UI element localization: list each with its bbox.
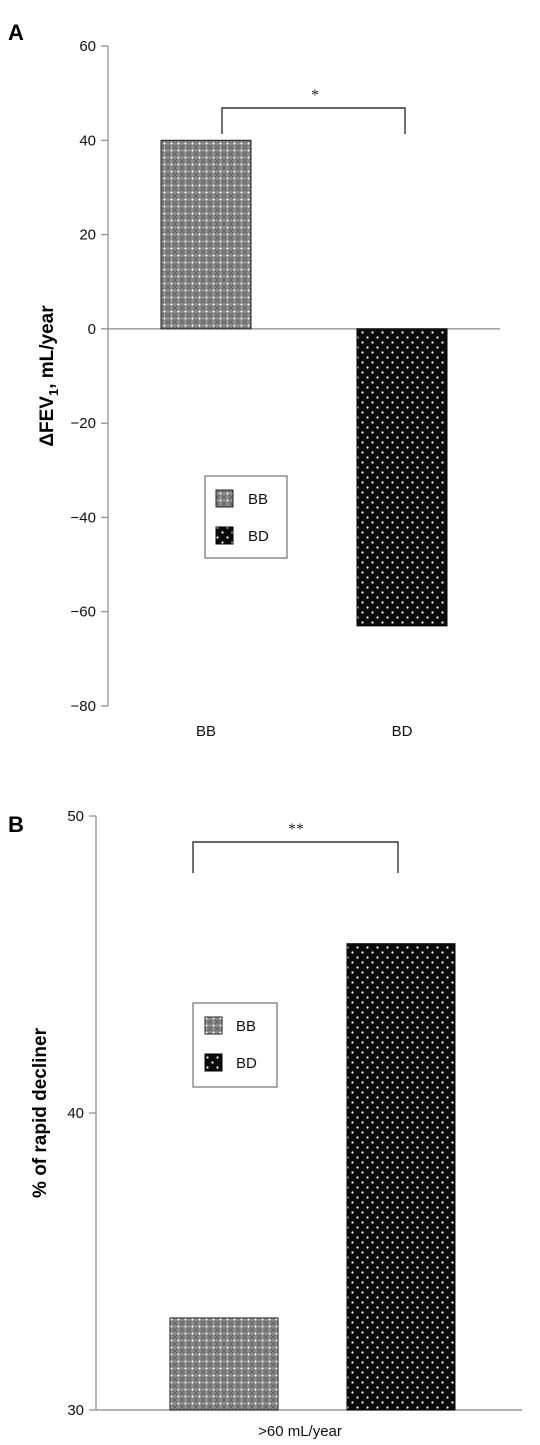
panel-a-legend: BB BD bbox=[204, 475, 288, 559]
panel-a-significance-bracket bbox=[221, 107, 406, 134]
panel-a-y-tick-label: 20 bbox=[79, 227, 96, 244]
panel-a-category-bb: BB bbox=[196, 723, 216, 740]
panel-b-y-axis-label: % of rapid decliner bbox=[30, 1027, 51, 1198]
panel-a-letter: A bbox=[8, 20, 24, 45]
panel-a-y-tick-label: −80 bbox=[71, 698, 96, 715]
panel-a-y-tick-label: 0 bbox=[88, 321, 96, 338]
panel-a: A 60 40 20 0 −20 −40 −60 −80 BB BD * ΔFEV1, mL/… bbox=[8, 20, 500, 740]
panel-b-y-ticks: 50 40 30 bbox=[67, 808, 96, 1419]
panel-a-y-ticks: 60 40 20 0 −20 −40 −60 −80 bbox=[71, 38, 108, 715]
panel-a-ylabel-main: ΔFEV bbox=[37, 396, 58, 447]
panel-a-legend-label-bd: BD bbox=[248, 528, 269, 545]
panel-a-category-bd: BD bbox=[392, 723, 413, 740]
panel-a-y-axis-label: ΔFEV1, mL/year bbox=[37, 305, 61, 447]
panel-a-y-tick-label: −60 bbox=[71, 604, 96, 621]
panel-a-legend-label-bb: BB bbox=[248, 491, 268, 508]
panel-a-y-tick-label: −40 bbox=[71, 509, 96, 526]
panel-b-bar-bd bbox=[346, 943, 456, 1411]
panel-a-significance-label: * bbox=[311, 87, 319, 104]
panel-b-legend-box bbox=[192, 1002, 278, 1088]
panel-a-y-tick-label: 60 bbox=[79, 38, 96, 55]
panel-a-legend-swatch-bd bbox=[215, 526, 234, 545]
panel-b-y-tick-label: 30 bbox=[67, 1402, 84, 1419]
panel-a-y-tick-label: −20 bbox=[71, 415, 96, 432]
panel-a-bar-bb bbox=[160, 139, 252, 330]
panel-a-legend-swatch-bb bbox=[215, 489, 234, 508]
panel-b-legend-swatch-bd bbox=[204, 1053, 223, 1072]
panel-b-significance-bracket bbox=[192, 841, 399, 873]
panel-b-bar-bb bbox=[169, 1317, 279, 1411]
panel-a-legend-box bbox=[204, 475, 288, 559]
panel-b-legend-label-bd: BD bbox=[236, 1055, 257, 1072]
panel-b-y-tick-label: 50 bbox=[67, 808, 84, 825]
panel-b-significance-label: ** bbox=[288, 821, 304, 838]
panel-b: B 50 40 30 ** % of rapid decliner >60 mL/y… bbox=[8, 808, 522, 1440]
panel-b-y-tick-label: 40 bbox=[67, 1105, 84, 1122]
panel-a-bar-bd bbox=[356, 328, 448, 627]
panel-b-letter: B bbox=[8, 812, 24, 837]
panel-b-legend-label-bb: BB bbox=[236, 1018, 256, 1035]
panel-a-y-tick-label: 40 bbox=[79, 132, 96, 149]
panel-a-ylabel-sub: 1 bbox=[46, 389, 61, 396]
panel-b-legend-swatch-bb bbox=[204, 1016, 223, 1035]
panel-a-ylabel-rest: , mL/year bbox=[37, 305, 58, 389]
panel-b-legend: BB BD bbox=[192, 1002, 278, 1088]
panel-b-x-axis-label: >60 mL/year bbox=[258, 1423, 342, 1440]
